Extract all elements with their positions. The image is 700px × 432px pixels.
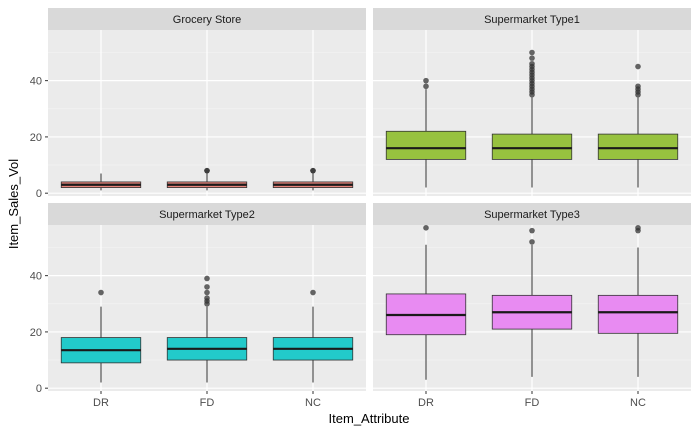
x-axis-title: Item_Attribute (329, 411, 410, 426)
facet-strip (48, 203, 366, 225)
facet-supermarket-type1: Supermarket Type1 (373, 8, 691, 196)
x-tick-label: FD (200, 397, 215, 409)
facet-supermarket-type3: Supermarket Type3 (373, 203, 691, 391)
y-tick-label: 0 (36, 383, 42, 395)
y-tick-label: 40 (30, 76, 42, 88)
iqr-box (597, 133, 679, 160)
outlier-point (204, 295, 210, 301)
facet-supermarket-type2: Supermarket Type2 0 20 40 (30, 203, 366, 395)
box-dr (385, 77, 467, 188)
box-fd (491, 227, 573, 377)
outlier-point (635, 63, 641, 70)
outlier-point (423, 83, 429, 90)
outlier-point (635, 225, 641, 231)
facet-strip (48, 8, 366, 30)
x-tick-label: DR (93, 397, 109, 409)
outlier-point (423, 77, 429, 84)
outlier-point (204, 275, 210, 282)
outlier-point (529, 227, 535, 234)
iqr-box (491, 133, 573, 160)
facet-strip-label: Grocery Store (173, 14, 241, 26)
box-fd (166, 167, 248, 191)
iqr-box (597, 294, 679, 334)
box-dr (60, 173, 142, 191)
outlier-point (635, 83, 641, 90)
outlier-point (204, 289, 210, 296)
facet-strip (373, 8, 691, 30)
y-tick-label: 20 (30, 327, 42, 339)
facet-grocery-store: Grocery Store 0 20 40 (30, 8, 366, 200)
box-dr (60, 289, 142, 383)
outlier-point (423, 225, 429, 231)
box-fd (491, 49, 573, 188)
facet-strip (373, 203, 691, 225)
outlier-point (98, 289, 104, 296)
x-tick-label: NC (630, 397, 646, 409)
x-axis-ticks: DR FD NC DR FD NC (93, 391, 646, 409)
y-tick-label: 20 (30, 132, 42, 144)
outlier-point (529, 239, 535, 245)
y-tick-label: 40 (30, 271, 42, 283)
box-nc (597, 225, 679, 377)
outlier-point (204, 284, 210, 290)
box-nc (597, 63, 679, 188)
y-tick-label: 0 (36, 188, 42, 200)
outlier-point (204, 167, 210, 174)
iqr-box (385, 130, 467, 160)
outlier-point (529, 60, 535, 67)
y-axis-title: Item_Sales_Vol (6, 159, 21, 249)
outlier-point (529, 55, 535, 61)
x-tick-label: NC (305, 397, 321, 409)
box-fd (166, 275, 248, 383)
facet-strip-label: Supermarket Type1 (484, 14, 580, 26)
box-nc (272, 167, 354, 191)
facet-strip-label: Supermarket Type2 (159, 209, 255, 221)
box-dr (385, 225, 467, 380)
facet-panels: Grocery Store 0 20 40 Supermarket Type1 Super… (30, 8, 691, 395)
outlier-point (310, 289, 316, 296)
outlier-point (529, 49, 535, 56)
facet-strip-label: Supermarket Type3 (484, 209, 580, 221)
x-tick-label: FD (525, 397, 540, 409)
outlier-point (310, 167, 316, 174)
x-tick-label: DR (418, 397, 434, 409)
box-nc (272, 289, 354, 383)
